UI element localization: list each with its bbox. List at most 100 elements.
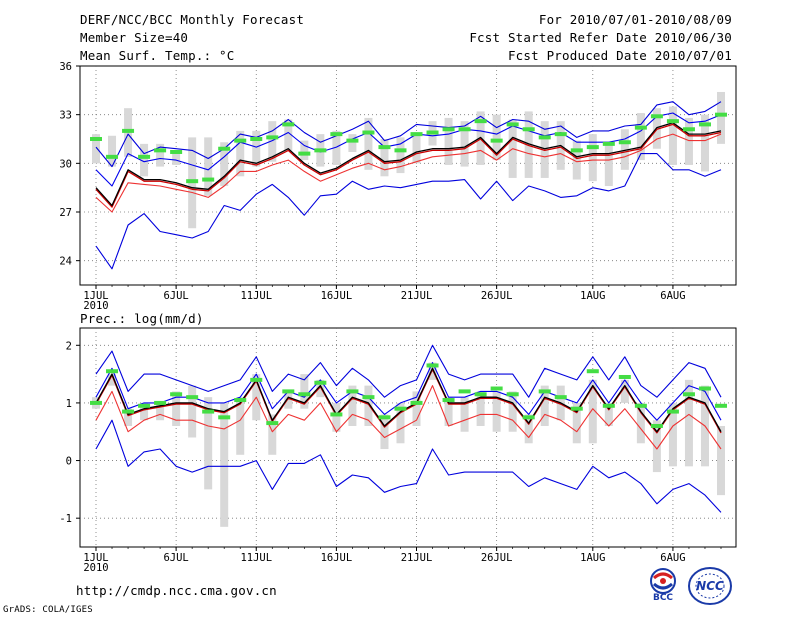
range-bar (236, 130, 245, 177)
y-tick-label: 24 (59, 256, 72, 268)
observed-mark (666, 119, 679, 124)
observed-mark (715, 403, 727, 408)
observed-mark (218, 415, 231, 420)
range-bar (156, 402, 165, 421)
member-size: Member Size=40 (80, 30, 189, 45)
observed-mark (538, 135, 551, 140)
range-bar (588, 134, 597, 182)
range-bar (140, 402, 149, 421)
y-tick-label: 0 (66, 456, 72, 468)
x-tick-label: 11JUL (240, 290, 272, 302)
observed-mark (522, 415, 535, 420)
range-bar (476, 391, 485, 426)
mean-line (95, 367, 722, 433)
observed-mark (106, 154, 119, 159)
x-tick-label: 1JUL (83, 290, 108, 302)
range-bar (460, 121, 469, 167)
observed-mark (202, 409, 215, 414)
observed-mark (122, 128, 135, 133)
observed-mark (602, 141, 615, 146)
observed-mark (170, 149, 183, 154)
upper-line (95, 362, 722, 421)
observed-mark (410, 132, 423, 137)
observed-mark (410, 400, 423, 405)
x-tick-label: 26JUL (481, 290, 513, 302)
observed-mark (698, 122, 711, 127)
observed-mark (490, 138, 503, 143)
observed-mark (586, 369, 599, 374)
range-bar (572, 140, 581, 180)
observed-mark (538, 389, 551, 394)
observed-mark (634, 403, 647, 408)
range-bar (540, 385, 549, 426)
plot-frame (79, 65, 737, 286)
observed-mark (106, 369, 119, 374)
range-bar (220, 402, 229, 527)
observed-mark (154, 400, 167, 405)
forecast-produced-date: Fcst Produced Date 2010/07/01 (507, 48, 732, 63)
range-bar (492, 391, 501, 432)
bcc-logo: BCC (640, 566, 686, 606)
range-bar (380, 139, 389, 177)
range-bar (540, 121, 549, 178)
footer-url[interactable]: http://cmdp.ncc.cma.gov.cn (76, 583, 277, 598)
range-bar (204, 397, 213, 490)
observed-mark (346, 389, 359, 394)
range-bar (524, 414, 533, 444)
min-line (95, 419, 722, 513)
observed-mark (250, 377, 263, 382)
x-tick-label: 1JUL (83, 552, 108, 564)
observed-mark (314, 148, 327, 153)
range-bar (428, 362, 437, 380)
observed-mark (554, 395, 567, 400)
x-tick-label: 21JUL (401, 552, 433, 564)
range-bar (636, 113, 645, 161)
forecast-start-date: Fcst Started Refer Date 2010/06/30 (469, 30, 732, 45)
observed-mark (362, 395, 375, 400)
range-bar (316, 379, 325, 398)
range-bar (684, 117, 693, 165)
range-bar (348, 134, 357, 152)
range-bar (172, 150, 181, 165)
observed-mark (282, 122, 295, 127)
observed-mark (186, 179, 199, 184)
range-bar (396, 137, 405, 174)
y-tick-label: 36 (59, 61, 72, 73)
observed-mark (378, 415, 391, 420)
x-tick-sublabel: 2010 (83, 300, 108, 312)
observed-mark (170, 392, 183, 397)
observed-mark (138, 403, 151, 408)
range-bar (364, 117, 373, 170)
range-bar (588, 379, 597, 444)
lower-line (95, 385, 722, 450)
y-tick-label: 2 (66, 340, 72, 352)
range-bar (188, 385, 197, 438)
range-bar (140, 143, 149, 177)
range-bar (332, 130, 341, 165)
observed-mark (298, 151, 311, 156)
x-tick-label: 6JUL (163, 552, 188, 564)
x-tick-label: 1AUG (580, 290, 605, 302)
observed-mark (266, 135, 279, 140)
range-bar (108, 135, 117, 167)
observed-mark (266, 421, 279, 426)
range-bar (604, 402, 613, 426)
range-bar (444, 397, 453, 426)
observed-mark (362, 130, 375, 135)
observed-mark (506, 122, 519, 127)
range-bar (492, 114, 501, 161)
range-bar (300, 374, 309, 409)
bcc-logo-text: BCC (652, 593, 674, 603)
range-bar (348, 385, 357, 426)
range-bar (252, 130, 261, 167)
observed-mark (218, 146, 231, 151)
y-tick-label: 33 (59, 110, 72, 122)
ncc-logo: NCC (686, 566, 734, 606)
observed-mark (442, 398, 455, 403)
observed-mark (138, 154, 151, 159)
range-bar (684, 379, 693, 467)
range-bar (717, 425, 725, 496)
range-bar (572, 402, 581, 444)
observed-mark (618, 140, 631, 145)
